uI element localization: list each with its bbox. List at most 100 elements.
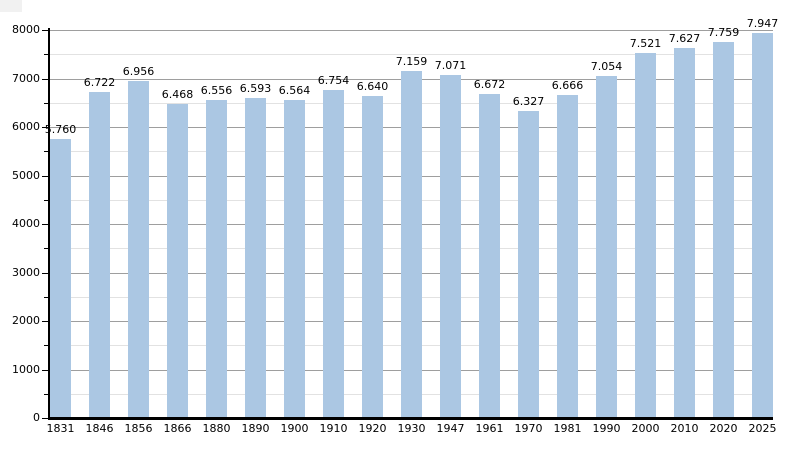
y-minor-tick <box>44 345 49 346</box>
x-axis-tick-label: 1961 <box>475 422 504 435</box>
bar-1930: 7.159 <box>396 55 427 418</box>
x-axis-tick-label: 1910 <box>319 422 348 435</box>
bar-value-label: 6.722 <box>83 76 116 89</box>
y-minor-tick <box>44 394 49 395</box>
gridline-minor <box>50 54 773 55</box>
bar-value-label: 6.672 <box>473 78 506 92</box>
x-axis-labels: 1831 1846 1856 1866 1880 1890 1900 1910 1920 1930… <box>47 422 777 436</box>
x-label-slot: 1961 <box>476 422 504 436</box>
bar-value-label: 6.640 <box>356 80 389 93</box>
y-major-tick <box>42 370 49 371</box>
x-label-slot: 2000 <box>632 422 660 436</box>
x-label-slot: 1900 <box>281 422 309 436</box>
y-minor-tick <box>44 200 49 201</box>
y-minor-tick <box>44 297 49 298</box>
y-axis-tick-label: 0 <box>33 411 40 424</box>
bar-1910: 6.754 <box>318 75 349 418</box>
bar-1920: 6.640 <box>357 81 388 418</box>
bar-1970: 6.327 <box>513 96 544 418</box>
bar-value-label: 7.071 <box>434 59 467 73</box>
y-major-tick <box>42 30 49 31</box>
x-axis-tick-label: 2025 <box>748 422 777 435</box>
x-axis-tick-label: 1930 <box>397 422 426 435</box>
bar-value-label: 7.627 <box>668 32 701 46</box>
bar-1831: 5.760 <box>45 123 76 418</box>
bar-1961: 6.672 <box>474 79 505 418</box>
x-label-slot: 1920 <box>359 422 387 436</box>
bar-1880: 6.556 <box>201 85 232 418</box>
bar-value-label: 7.159 <box>395 54 428 68</box>
bar-1890: 6.593 <box>240 83 271 418</box>
bar-value-label: 6.593 <box>239 82 272 96</box>
x-axis-tick-label: 1846 <box>85 422 114 435</box>
x-label-slot: 1970 <box>515 422 543 436</box>
x-label-slot: 1866 <box>164 422 192 436</box>
y-major-tick <box>42 224 49 225</box>
x-label-slot: 1831 <box>47 422 75 436</box>
bar-1856: 6.956 <box>123 65 154 418</box>
y-major-tick <box>42 79 49 80</box>
y-major-tick <box>42 418 49 419</box>
x-label-slot: 2010 <box>671 422 699 436</box>
y-axis-tick-label: 2000 <box>12 314 40 327</box>
x-axis-tick-label: 1890 <box>241 422 270 435</box>
bar-value-label: 7.054 <box>590 59 623 73</box>
bar-2010: 7.627 <box>669 33 700 418</box>
x-axis-tick-label: 2000 <box>631 422 660 435</box>
x-axis-tick-label: 1900 <box>280 422 309 435</box>
y-major-tick <box>42 127 49 128</box>
y-axis-tick-label: 5000 <box>12 169 40 182</box>
x-label-slot: 1990 <box>593 422 621 436</box>
bar-value-label: 7.521 <box>629 37 662 51</box>
plot-area: 5.760 6.722 6.956 6.468 6.556 6.593 6.564 6.754… <box>45 17 778 418</box>
bar-value-label: 6.666 <box>551 78 584 92</box>
y-major-tick <box>42 273 49 274</box>
bar-2020: 7.759 <box>708 26 739 418</box>
bar-1981: 6.666 <box>552 79 583 418</box>
bar-value-label: 6.327 <box>512 95 545 109</box>
x-label-slot: 1930 <box>398 422 426 436</box>
bar-1947: 7.071 <box>435 60 466 418</box>
y-minor-tick <box>44 151 49 152</box>
x-axis-tick-label: 1880 <box>202 422 231 435</box>
bar-value-label: 6.754 <box>317 74 350 88</box>
bars-layer: 5.760 6.722 6.956 6.468 6.556 6.593 6.564 6.754… <box>45 17 778 418</box>
bar-2000: 7.521 <box>630 38 661 418</box>
y-axis-tick-label: 4000 <box>12 217 40 230</box>
y-minor-tick <box>44 54 49 55</box>
x-axis-tick-label: 1970 <box>514 422 543 435</box>
bar-value-label: 6.956 <box>122 64 155 78</box>
y-axis-line <box>48 28 50 420</box>
x-axis-tick-label: 1856 <box>124 422 153 435</box>
bar-value-label: 7.759 <box>707 25 740 39</box>
x-label-slot: 2020 <box>710 422 738 436</box>
bar-value-label: 6.468 <box>161 88 194 102</box>
bar-1866: 6.468 <box>162 89 193 418</box>
x-label-slot: 1880 <box>203 422 231 436</box>
x-axis-tick-label: 1990 <box>592 422 621 435</box>
x-axis-tick-label: 1947 <box>436 422 465 435</box>
y-minor-tick <box>44 103 49 104</box>
y-axis-tick-label: 3000 <box>12 266 40 279</box>
x-label-slot: 1846 <box>86 422 114 436</box>
x-label-slot: 2025 <box>749 422 777 436</box>
bar-1900: 6.564 <box>279 84 310 418</box>
y-axis-tick-label: 6000 <box>12 120 40 133</box>
y-major-tick <box>42 321 49 322</box>
bar-value-label: 6.564 <box>278 83 311 97</box>
x-axis-tick-label: 1866 <box>163 422 192 435</box>
y-axis-tick-label: 1000 <box>12 363 40 376</box>
bar-1846: 6.722 <box>84 77 115 418</box>
bar-1990: 7.054 <box>591 60 622 418</box>
x-axis-tick-label: 2020 <box>709 422 738 435</box>
y-major-tick <box>42 176 49 177</box>
x-label-slot: 1947 <box>437 422 465 436</box>
y-axis-tick-label: 7000 <box>12 72 40 85</box>
x-axis-tick-label: 1831 <box>46 422 75 435</box>
x-axis-tick-label: 1981 <box>553 422 582 435</box>
y-minor-tick <box>44 248 49 249</box>
x-label-slot: 1856 <box>125 422 153 436</box>
x-label-slot: 1890 <box>242 422 270 436</box>
gridline-major <box>50 30 773 31</box>
y-axis-tick-label: 8000 <box>12 23 40 36</box>
